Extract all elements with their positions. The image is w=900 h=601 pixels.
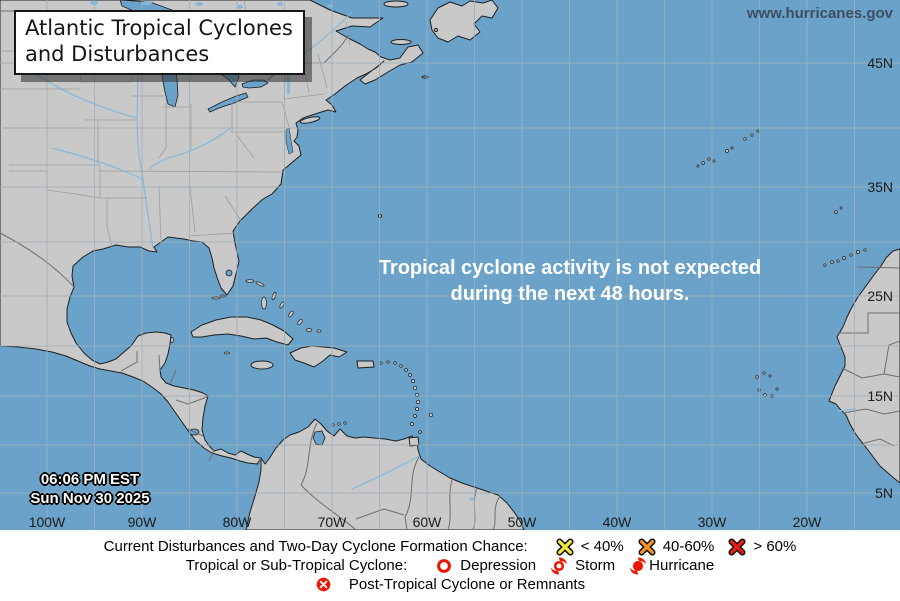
lon-label-90W: 90W: [128, 514, 158, 530]
lon-label-40W: 40W: [603, 514, 633, 530]
legend-row-formation-chance: Current Disturbances and Two-Day Cyclone…: [103, 537, 796, 556]
high-chance-label: > 60%: [753, 538, 797, 555]
long-island: [299, 116, 321, 124]
storm-icon: [550, 556, 568, 575]
landmasses: [0, 0, 900, 530]
activity-message: Tropical cyclone activity is not expecte…: [300, 255, 840, 307]
small-islands: [170, 129, 867, 434]
latlon-labels: 45N 35N 25N 15N 5N 100W 90W 80W 70W 60W 50W 40W 30W 2…: [29, 55, 893, 530]
legend-item-low-chance: < 40%: [556, 537, 624, 556]
jamaica-island: [250, 360, 274, 370]
us-mexico-border: [0, 232, 75, 288]
arkansas-river: [51, 147, 145, 181]
legend-item-depression: Depression: [435, 556, 536, 575]
ohio-river: [148, 126, 233, 171]
website-label: www.hurricanes.gov: [746, 5, 893, 22]
anticosti-island: [383, 0, 409, 8]
legend-item-hurricane: Hurricane: [629, 556, 714, 575]
lake-erie: [207, 92, 249, 113]
map-title: Atlantic Tropical Cyclones and Disturban…: [14, 10, 305, 75]
timestamp-date: Sun Nov 30 2025: [30, 490, 150, 507]
depression-label: Depression: [460, 557, 537, 574]
map-canvas[interactable]: 45N 35N 25N 15N 5N 100W 90W 80W 70W 60W 50W 40W 30W 2…: [0, 0, 900, 530]
timestamp-time: 06:06 PM EST: [40, 471, 140, 488]
orinoco-river: [351, 455, 420, 490]
legend-item-medium-chance: 40-60%: [638, 537, 715, 556]
prince-edward-island: [390, 39, 412, 45]
post-tropical-label: Post-Tropical Cyclone or Remnants: [348, 576, 586, 593]
lon-label-30W: 30W: [698, 514, 728, 530]
lat-label-5N: 5N: [875, 485, 893, 501]
lake-okeechobee: [225, 269, 233, 277]
missouri-river: [27, 67, 138, 119]
lon-label-100W: 100W: [29, 514, 66, 530]
lon-label-70W: 70W: [318, 514, 348, 530]
puerto-rico-island: [356, 360, 375, 369]
medium-chance-label: 40-60%: [662, 538, 715, 555]
x-mark-yellow-icon: [556, 537, 574, 556]
low-chance-label: < 40%: [580, 538, 624, 555]
formation-chance-label: Current Disturbances and Two-Day Cyclone…: [103, 538, 528, 555]
lat-label-15N: 15N: [867, 388, 893, 404]
lat-label-35N: 35N: [867, 179, 893, 195]
x-mark-orange-icon: [638, 537, 656, 556]
lat-label-45N: 45N: [867, 55, 893, 71]
lon-label-20W: 20W: [793, 514, 823, 530]
newfoundland-island: [429, 0, 499, 43]
legend: Current Disturbances and Two-Day Cyclone…: [0, 530, 900, 601]
lake-ontario: [241, 79, 269, 89]
south-america-landmass: [245, 418, 525, 530]
gambia-river: [837, 408, 857, 412]
lon-label-80W: 80W: [223, 514, 253, 530]
legend-item-high-chance: > 60%: [728, 537, 796, 556]
activity-message-line1: Tropical cyclone activity is not expecte…: [378, 257, 762, 279]
cuba-island: [190, 316, 294, 346]
lat-label-25N: 25N: [867, 288, 893, 304]
post-tropical-icon: [315, 576, 333, 594]
legend-row-post-tropical: Post-Tropical Cyclone or Remnants: [315, 575, 585, 594]
map-title-line2: and Disturbances: [25, 42, 210, 66]
map-title-line1: Atlantic Tropical Cyclones: [25, 16, 293, 40]
africa-landmass: [828, 248, 900, 484]
hurricane-icon: [629, 556, 647, 575]
cyclone-type-label: Tropical or Sub-Tropical Cyclone:: [185, 557, 408, 574]
minor-lakes: [90, 1, 475, 501]
legend-row-cyclone-types: Tropical or Sub-Tropical Cyclone: Depres…: [186, 556, 714, 575]
lon-label-60W: 60W: [413, 514, 443, 530]
storm-label: Storm: [575, 557, 616, 574]
lon-label-50W: 50W: [508, 514, 538, 530]
rivers: [27, 11, 857, 490]
timestamp: 06:06 PM EST Sun Nov 30 2025: [20, 470, 160, 508]
hurricane-label: Hurricane: [649, 557, 715, 574]
north-america-landmass: [0, 0, 424, 465]
legend-item-storm: Storm: [550, 556, 615, 575]
depression-icon: [435, 557, 453, 575]
legend-item-post-tropical: Post-Tropical Cyclone or Remnants: [315, 575, 585, 594]
mississippi-river: [136, 51, 154, 250]
activity-message-line2: during the next 48 hours.: [450, 283, 690, 305]
x-mark-red-icon: [728, 537, 746, 556]
magdalen-islands: [434, 28, 438, 32]
